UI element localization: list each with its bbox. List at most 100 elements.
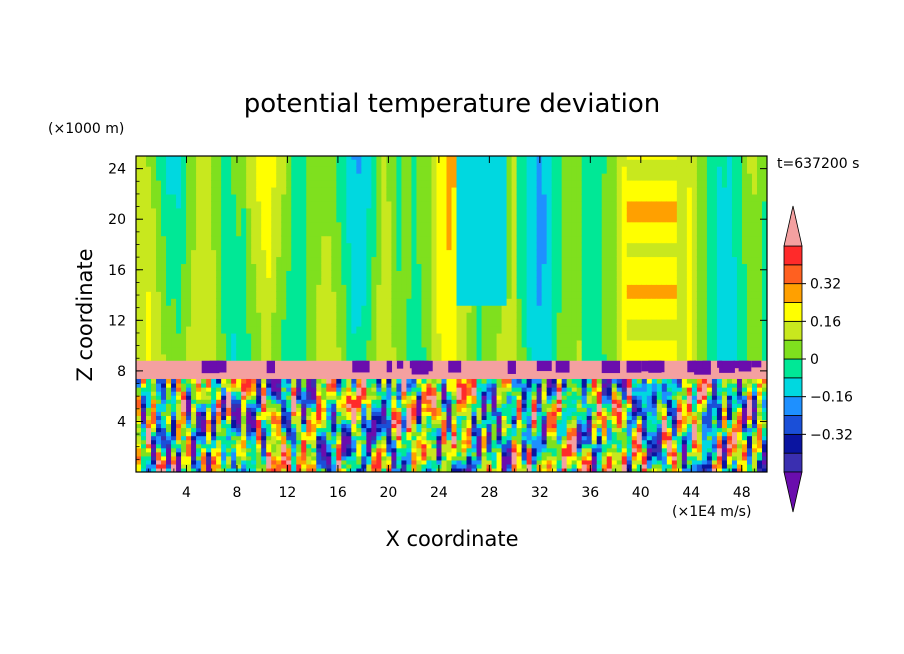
- field-cell: [331, 403, 337, 408]
- field-cell: [376, 383, 382, 388]
- field-cell: [146, 173, 152, 181]
- field-cell: [146, 207, 152, 216]
- field-cell: [456, 346, 463, 355]
- field-cell: [716, 207, 723, 216]
- field-cell: [196, 455, 202, 461]
- field-cell: [366, 284, 372, 292]
- field-cell: [356, 378, 362, 384]
- field-cell: [171, 186, 177, 195]
- field-cell: [741, 298, 748, 306]
- field-cell: [741, 180, 748, 188]
- field-cell: [301, 312, 307, 320]
- field-cell: [316, 166, 322, 174]
- field-cell: [281, 291, 287, 299]
- field-cell: [736, 200, 743, 209]
- field-cell: [651, 166, 658, 174]
- field-cell: [376, 431, 382, 437]
- field-cell: [636, 159, 643, 167]
- field-cell: [526, 346, 533, 355]
- field-cell: [656, 326, 663, 334]
- field-cell: [196, 312, 202, 320]
- field-cell: [206, 383, 212, 388]
- field-cell: [136, 214, 142, 223]
- field-cell: [141, 319, 147, 327]
- field-cell: [341, 439, 347, 445]
- field-cell: [571, 186, 578, 195]
- field-cell: [261, 423, 267, 429]
- field-cell: [546, 291, 553, 299]
- field-cell: [296, 419, 302, 425]
- field-cell: [281, 193, 287, 202]
- field-cell: [261, 326, 267, 334]
- field-cell: [371, 312, 377, 320]
- field-cell: [141, 207, 147, 216]
- field-cell: [686, 339, 693, 348]
- field-cell: [336, 242, 342, 251]
- field-cell: [426, 221, 433, 230]
- field-cell: [431, 228, 438, 237]
- field-cell: [241, 319, 247, 327]
- field-cell: [476, 298, 483, 306]
- field-cell: [356, 435, 362, 441]
- field-cell: [281, 383, 287, 388]
- field-cell: [506, 214, 513, 223]
- field-cell: [736, 319, 743, 327]
- field-cell: [141, 419, 147, 425]
- field-cell: [186, 207, 192, 216]
- field-cell: [316, 207, 322, 216]
- field-cell: [691, 277, 698, 285]
- field-cell: [471, 214, 478, 223]
- field-cell: [251, 305, 257, 313]
- field-cell: [231, 353, 237, 362]
- field-cell: [286, 235, 292, 244]
- field-cell: [671, 200, 678, 209]
- field-cell: [156, 387, 162, 392]
- field-cell: [431, 186, 438, 195]
- field-cell: [246, 235, 252, 244]
- field-cell: [256, 415, 262, 421]
- field-cell: [291, 249, 297, 258]
- field-cell: [611, 339, 618, 348]
- field-cell: [371, 173, 377, 181]
- field-cell: [426, 156, 433, 160]
- field-cell: [306, 228, 312, 237]
- field-cell: [216, 207, 222, 216]
- field-cell: [366, 256, 372, 265]
- field-cell: [176, 447, 182, 453]
- field-cell: [291, 166, 297, 174]
- field-cell: [366, 391, 372, 396]
- field-cell: [176, 291, 182, 299]
- field-cell: [206, 378, 212, 384]
- field-cell: [571, 256, 578, 265]
- field-cell: [531, 319, 538, 327]
- field-cell: [416, 166, 423, 174]
- field-cell: [536, 312, 543, 320]
- field-cell: [216, 467, 222, 472]
- field-cell: [431, 339, 438, 348]
- field-cell: [516, 332, 523, 341]
- field-cell: [421, 214, 428, 223]
- field-cell: [346, 312, 352, 320]
- field-cell: [581, 305, 588, 313]
- field-cell: [571, 312, 578, 320]
- field-cell: [526, 298, 533, 306]
- field-cell: [271, 411, 277, 416]
- field-cell: [286, 455, 292, 461]
- field-cell: [186, 200, 192, 209]
- field-cell: [736, 326, 743, 334]
- field-cell: [546, 242, 553, 251]
- field-cell: [471, 263, 478, 271]
- field-cell: [486, 214, 493, 223]
- field-cell: [636, 346, 643, 355]
- field-cell: [356, 423, 362, 429]
- field-cell: [361, 467, 367, 472]
- field-cell: [256, 403, 262, 408]
- field-cell: [326, 249, 332, 258]
- field-cell: [231, 193, 237, 202]
- field-cell: [141, 159, 147, 167]
- field-cell: [141, 387, 147, 392]
- field-cell: [416, 180, 423, 188]
- field-cell: [231, 159, 237, 167]
- field-cell: [306, 443, 312, 449]
- field-cell: [756, 235, 763, 244]
